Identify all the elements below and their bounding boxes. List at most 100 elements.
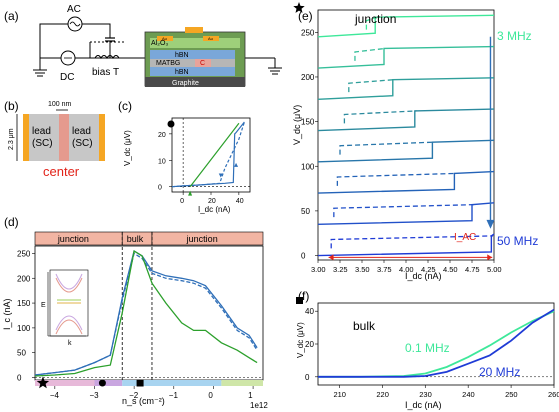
x-tick-label: 3.50 — [355, 265, 370, 274]
x-axis-label: n_s (cm⁻²) — [122, 396, 165, 406]
star-marker — [36, 376, 50, 389]
panel-e-label: (e) — [298, 9, 313, 23]
layer-label: C — [200, 60, 205, 67]
y-axis-label: V_dc (μV) — [292, 105, 302, 145]
x-tick-label: 4.00 — [399, 265, 414, 274]
panel-c: (c) 0 20 40 0 10 20 V_dc (μV) I_dc (nA) — [118, 99, 251, 214]
sweep-dashed — [343, 110, 417, 124]
layer-label: Au — [162, 36, 167, 41]
density-strip — [221, 380, 263, 386]
iac-label: I_AC — [454, 232, 476, 243]
series-line — [171, 121, 245, 188]
x-tick-label: 1 — [248, 391, 253, 400]
sweep-dashed — [354, 47, 386, 61]
y-tick-label: 200 — [301, 73, 315, 82]
x-tick-label: 250 — [505, 390, 518, 399]
x-tick-label: 3.75 — [377, 265, 392, 274]
x-tick-label: −4 — [50, 391, 60, 400]
y-tick-label: 20 — [305, 340, 314, 349]
square-marker — [136, 379, 144, 387]
x-tick-label: 3.25 — [333, 265, 348, 274]
ground-icon — [245, 57, 282, 75]
x-tick-label: 3.00 — [311, 265, 326, 274]
sweep-line — [317, 170, 495, 194]
y-tick-label: 100 — [17, 324, 31, 333]
exponent-label: 1e12 — [250, 401, 268, 410]
density-strip — [122, 380, 222, 386]
density-strip — [94, 380, 123, 386]
inset-e-label: E — [41, 302, 46, 309]
green-arrow-icon — [188, 190, 193, 196]
x-tick-label: 230 — [419, 390, 432, 399]
y-tick-label: 100 — [301, 162, 315, 171]
y-tick-label: 200 — [17, 274, 31, 283]
panel-b: (b) 100 nm lead (SC) lead (SC) center 2.… — [4, 99, 105, 179]
blue-arrow-icon — [218, 173, 223, 178]
lead-label: (SC) — [72, 138, 93, 149]
x-tick-label: 0 — [208, 391, 213, 400]
y-tick-label: 40 — [305, 307, 314, 316]
device-stack: Al₂O₃ Au Au hBN MATBG C hBN Graphite — [144, 27, 246, 87]
x-tick-label: 210 — [333, 390, 346, 399]
layer-label: hBN — [175, 69, 189, 76]
sweep-dashed — [365, 16, 378, 30]
lead-left — [29, 114, 59, 161]
panel-f: (f) 210 220 230 240 250 260 0 20 40 V_dc (μV) I_… — [296, 289, 559, 410]
arrow-head-icon — [487, 254, 493, 261]
circle-marker — [167, 120, 175, 128]
layer-label: hBN — [175, 52, 189, 59]
sweep-line — [317, 139, 495, 163]
x-tick-label: 4.25 — [421, 265, 436, 274]
panel-title: junction — [354, 12, 396, 26]
panel-c-label: (c) — [118, 99, 132, 113]
y-tick-label: 0 — [305, 373, 310, 382]
blue-arrow-icon — [234, 162, 239, 167]
x-tick-label: 20 — [208, 198, 216, 205]
layer-label: Au — [208, 36, 213, 41]
square-marker — [296, 297, 303, 304]
freq-bottom-label: 50 MHz — [497, 234, 538, 248]
center-region — [59, 114, 69, 161]
star-marker — [293, 2, 305, 13]
sweep-line — [317, 233, 495, 257]
sweep-dashed — [339, 141, 435, 155]
region-label: junction — [186, 234, 218, 244]
sweep-dashed — [333, 203, 474, 218]
series-line — [34, 252, 258, 376]
y-tick-label: 150 — [301, 118, 315, 127]
x-tick-label: 240 — [462, 390, 475, 399]
x-tick-label: 5.00 — [487, 265, 502, 274]
sweep-dashed — [336, 172, 457, 186]
x-tick-label: 220 — [376, 390, 389, 399]
panel-a-label: (a) — [4, 9, 19, 23]
y-tick-label: 0 — [17, 374, 22, 383]
lead-contact — [99, 114, 105, 161]
y-tick-label: 50 — [301, 207, 310, 216]
ac-label: AC — [67, 4, 81, 15]
y-axis-label: V_dc (μV) — [123, 130, 132, 166]
y-axis-label: I_c (nA) — [2, 298, 12, 330]
layer-label: MATBG — [156, 60, 180, 67]
x-tick-label: 0 — [180, 198, 184, 205]
panel-f-label: (f) — [298, 289, 309, 303]
band-inset: E k — [41, 269, 89, 347]
y-tick-label: 0 — [158, 185, 162, 192]
x-tick-label: 4.75 — [465, 265, 480, 274]
region-label: bulk — [127, 234, 144, 244]
lead-label: (SC) — [32, 138, 53, 149]
x-tick-label: 40 — [236, 198, 244, 205]
x-tick-label: −1 — [169, 391, 179, 400]
dc-label: DC — [60, 72, 74, 83]
y-tick-label: 50 — [17, 349, 26, 358]
region-label: junction — [57, 234, 89, 244]
y-tick-label: 150 — [17, 299, 31, 308]
y-tick-label: 0 — [301, 252, 306, 261]
x-tick-label: −2 — [129, 391, 139, 400]
panel-d: (d) junction bulk junction −4 −3 −2 −1 0 1 0 50 100… — [2, 215, 268, 410]
freq-b-label: 20 MHz — [479, 365, 520, 379]
y-tick-label: 20 — [158, 132, 166, 139]
x-tick-label: 260 — [548, 390, 559, 399]
panel-d-label: (d) — [4, 215, 19, 229]
lead-right — [69, 114, 99, 161]
